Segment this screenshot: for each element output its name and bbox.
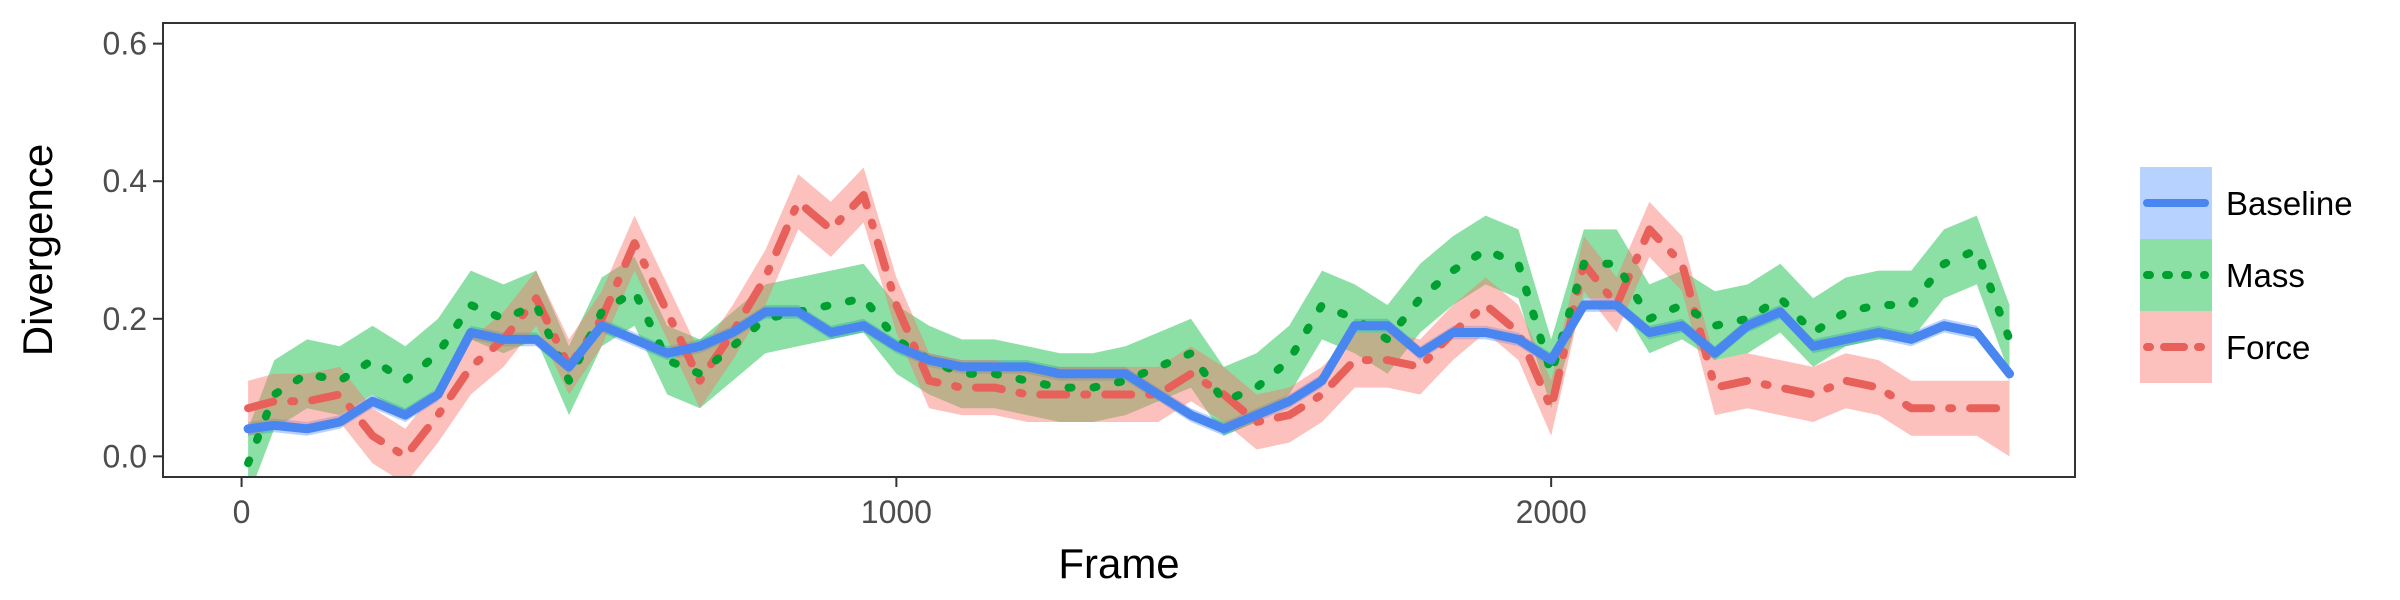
x-axis-title: Frame	[1058, 540, 1179, 587]
line-mass	[244, 246, 2014, 468]
legend-label: Baseline	[2226, 185, 2353, 222]
line-baseline	[243, 300, 2014, 434]
legend-label: Force	[2226, 329, 2310, 366]
x-tick-label: 1000	[861, 494, 932, 530]
y-tick-label: 0.4	[103, 163, 147, 199]
x-tick-label: 0	[233, 494, 251, 530]
plot-panel-border	[162, 22, 2076, 478]
legend: Baseline Mass Force	[2140, 167, 2353, 383]
y-axis-title: Divergence	[14, 144, 61, 356]
legend-label: Mass	[2226, 257, 2305, 294]
y-tick-label: 0.2	[103, 301, 147, 337]
line-force	[244, 191, 2014, 461]
axes: 0 1000 2000 0.0 0.2 0.4 0.6	[103, 26, 1587, 530]
x-tick-label: 2000	[1516, 494, 1587, 530]
band-mass	[248, 215, 2010, 477]
y-tick-label: 0.0	[103, 438, 147, 474]
series-lines	[243, 191, 2014, 468]
y-tick-label: 0.6	[103, 26, 147, 62]
